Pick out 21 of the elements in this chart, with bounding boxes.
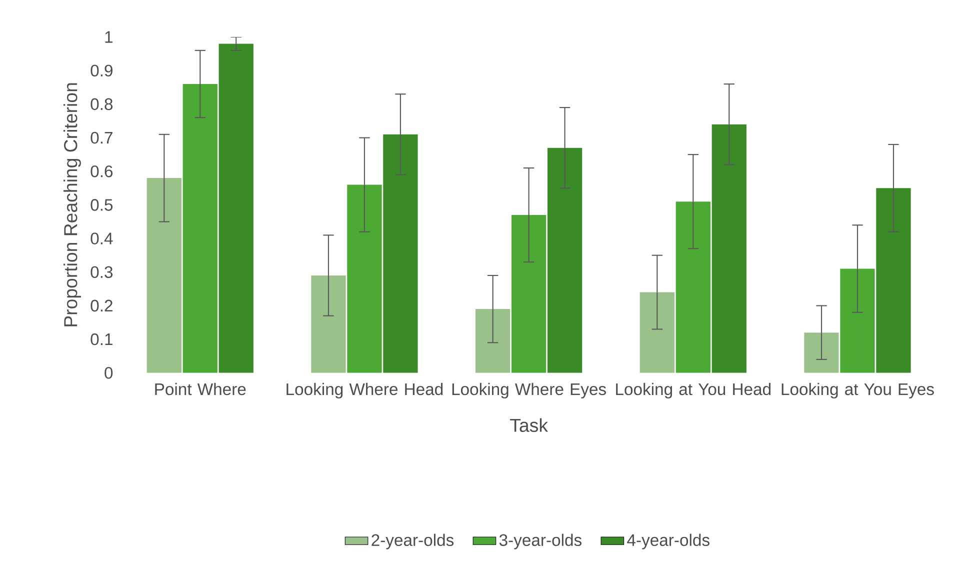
y-tick-label: 0.7: [90, 132, 112, 144]
legend-label: 3-year-olds: [499, 534, 582, 550]
y-tick-label: 0.2: [90, 300, 112, 312]
y-tick-label: 1: [105, 31, 112, 43]
y-tick-label: 0.6: [90, 166, 113, 178]
x-tick-label: Looking Where Head: [286, 382, 443, 399]
y-tick-label: 0.8: [90, 98, 113, 110]
y-tick-label: 0.5: [90, 199, 113, 211]
y-tick-label: 0.1: [90, 333, 112, 346]
legend-label: 2-year-olds: [372, 534, 454, 550]
x-tick-label: Point Where: [155, 382, 246, 396]
y-axis-title: Proportion Reaching Criterion: [64, 83, 81, 326]
x-tick-label: Looking at You Head: [616, 382, 770, 399]
x-axis-title: Task: [510, 418, 548, 432]
x-tick-label: Looking Where Eyes: [452, 382, 606, 399]
y-tick-label: 0.3: [90, 266, 113, 278]
y-tick-label: 0: [104, 367, 113, 379]
y-tick-label: 0.9: [90, 64, 112, 77]
x-tick-label: Looking at You Eyes: [782, 382, 934, 399]
y-tick-label: 0.4: [90, 232, 113, 245]
legend-label: 4-year-olds: [627, 534, 710, 550]
